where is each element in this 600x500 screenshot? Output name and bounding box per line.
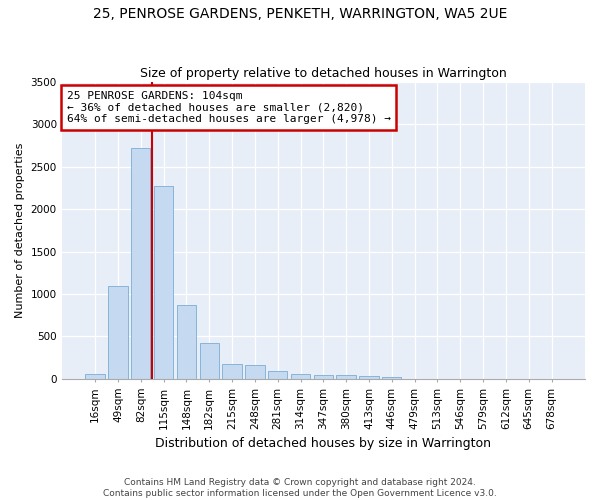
Bar — [108, 286, 128, 379]
Bar — [154, 186, 173, 379]
Title: Size of property relative to detached houses in Warrington: Size of property relative to detached ho… — [140, 66, 507, 80]
Text: 25 PENROSE GARDENS: 104sqm
← 36% of detached houses are smaller (2,820)
64% of s: 25 PENROSE GARDENS: 104sqm ← 36% of deta… — [67, 91, 391, 124]
Bar — [200, 344, 219, 379]
Bar — [359, 376, 379, 379]
Bar — [245, 365, 265, 379]
Bar — [131, 148, 151, 379]
Bar — [85, 374, 105, 379]
Bar — [314, 374, 333, 379]
Y-axis label: Number of detached properties: Number of detached properties — [15, 143, 25, 318]
X-axis label: Distribution of detached houses by size in Warrington: Distribution of detached houses by size … — [155, 437, 491, 450]
Text: 25, PENROSE GARDENS, PENKETH, WARRINGTON, WA5 2UE: 25, PENROSE GARDENS, PENKETH, WARRINGTON… — [93, 8, 507, 22]
Text: Contains HM Land Registry data © Crown copyright and database right 2024.
Contai: Contains HM Land Registry data © Crown c… — [103, 478, 497, 498]
Bar — [337, 375, 356, 379]
Bar — [177, 305, 196, 379]
Bar — [223, 364, 242, 379]
Bar — [382, 376, 401, 379]
Bar — [291, 374, 310, 379]
Bar — [268, 372, 287, 379]
